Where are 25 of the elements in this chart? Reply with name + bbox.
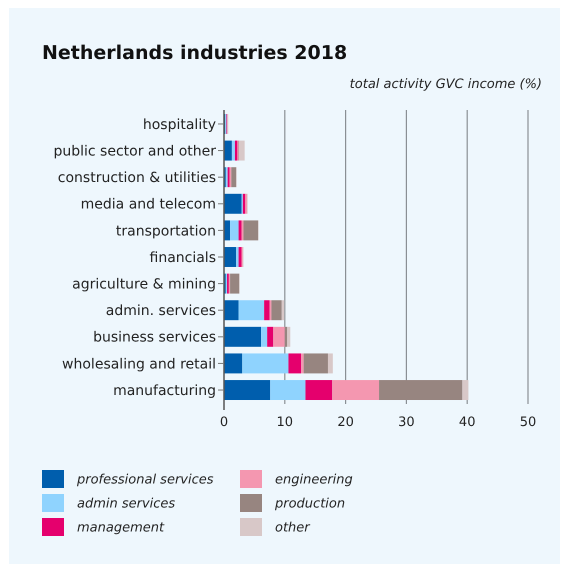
x-tick-label: 10 [276, 415, 294, 430]
x-tick-label: 30 [398, 415, 415, 430]
x-tick-label: 50 [520, 415, 536, 430]
y-tick-label: wholesaling and retail [62, 356, 216, 372]
y-tick-label: construction & utilities [58, 170, 216, 186]
x-tick-label: 0 [220, 415, 228, 430]
y-tick-label: public sector and other [53, 143, 216, 160]
y-tick-label: business services [93, 330, 216, 346]
y-tick-label: agriculture & mining [72, 276, 216, 293]
x-tick-label: 20 [337, 415, 354, 430]
y-tick-label: admin. services [106, 303, 216, 320]
x-tick-label: 40 [458, 415, 476, 430]
legend-label: professional services [76, 472, 214, 488]
y-tick-label: transportation [116, 223, 216, 240]
y-tick-label: media and telecom [80, 196, 216, 213]
legend-label: engineering [275, 472, 353, 488]
legend-label: management [77, 520, 165, 536]
y-tick-label: manufacturing [113, 382, 216, 399]
legend-label: admin services [77, 496, 176, 512]
y-tick-label: hospitality [142, 116, 216, 133]
legend-label: production [274, 496, 346, 512]
chart-title: Netherlands industries 2018 [42, 42, 348, 64]
y-tick-label: financials [150, 250, 216, 266]
x-axis-title: total activity GVC income (%) [350, 77, 542, 92]
legend-label: other [275, 520, 312, 536]
